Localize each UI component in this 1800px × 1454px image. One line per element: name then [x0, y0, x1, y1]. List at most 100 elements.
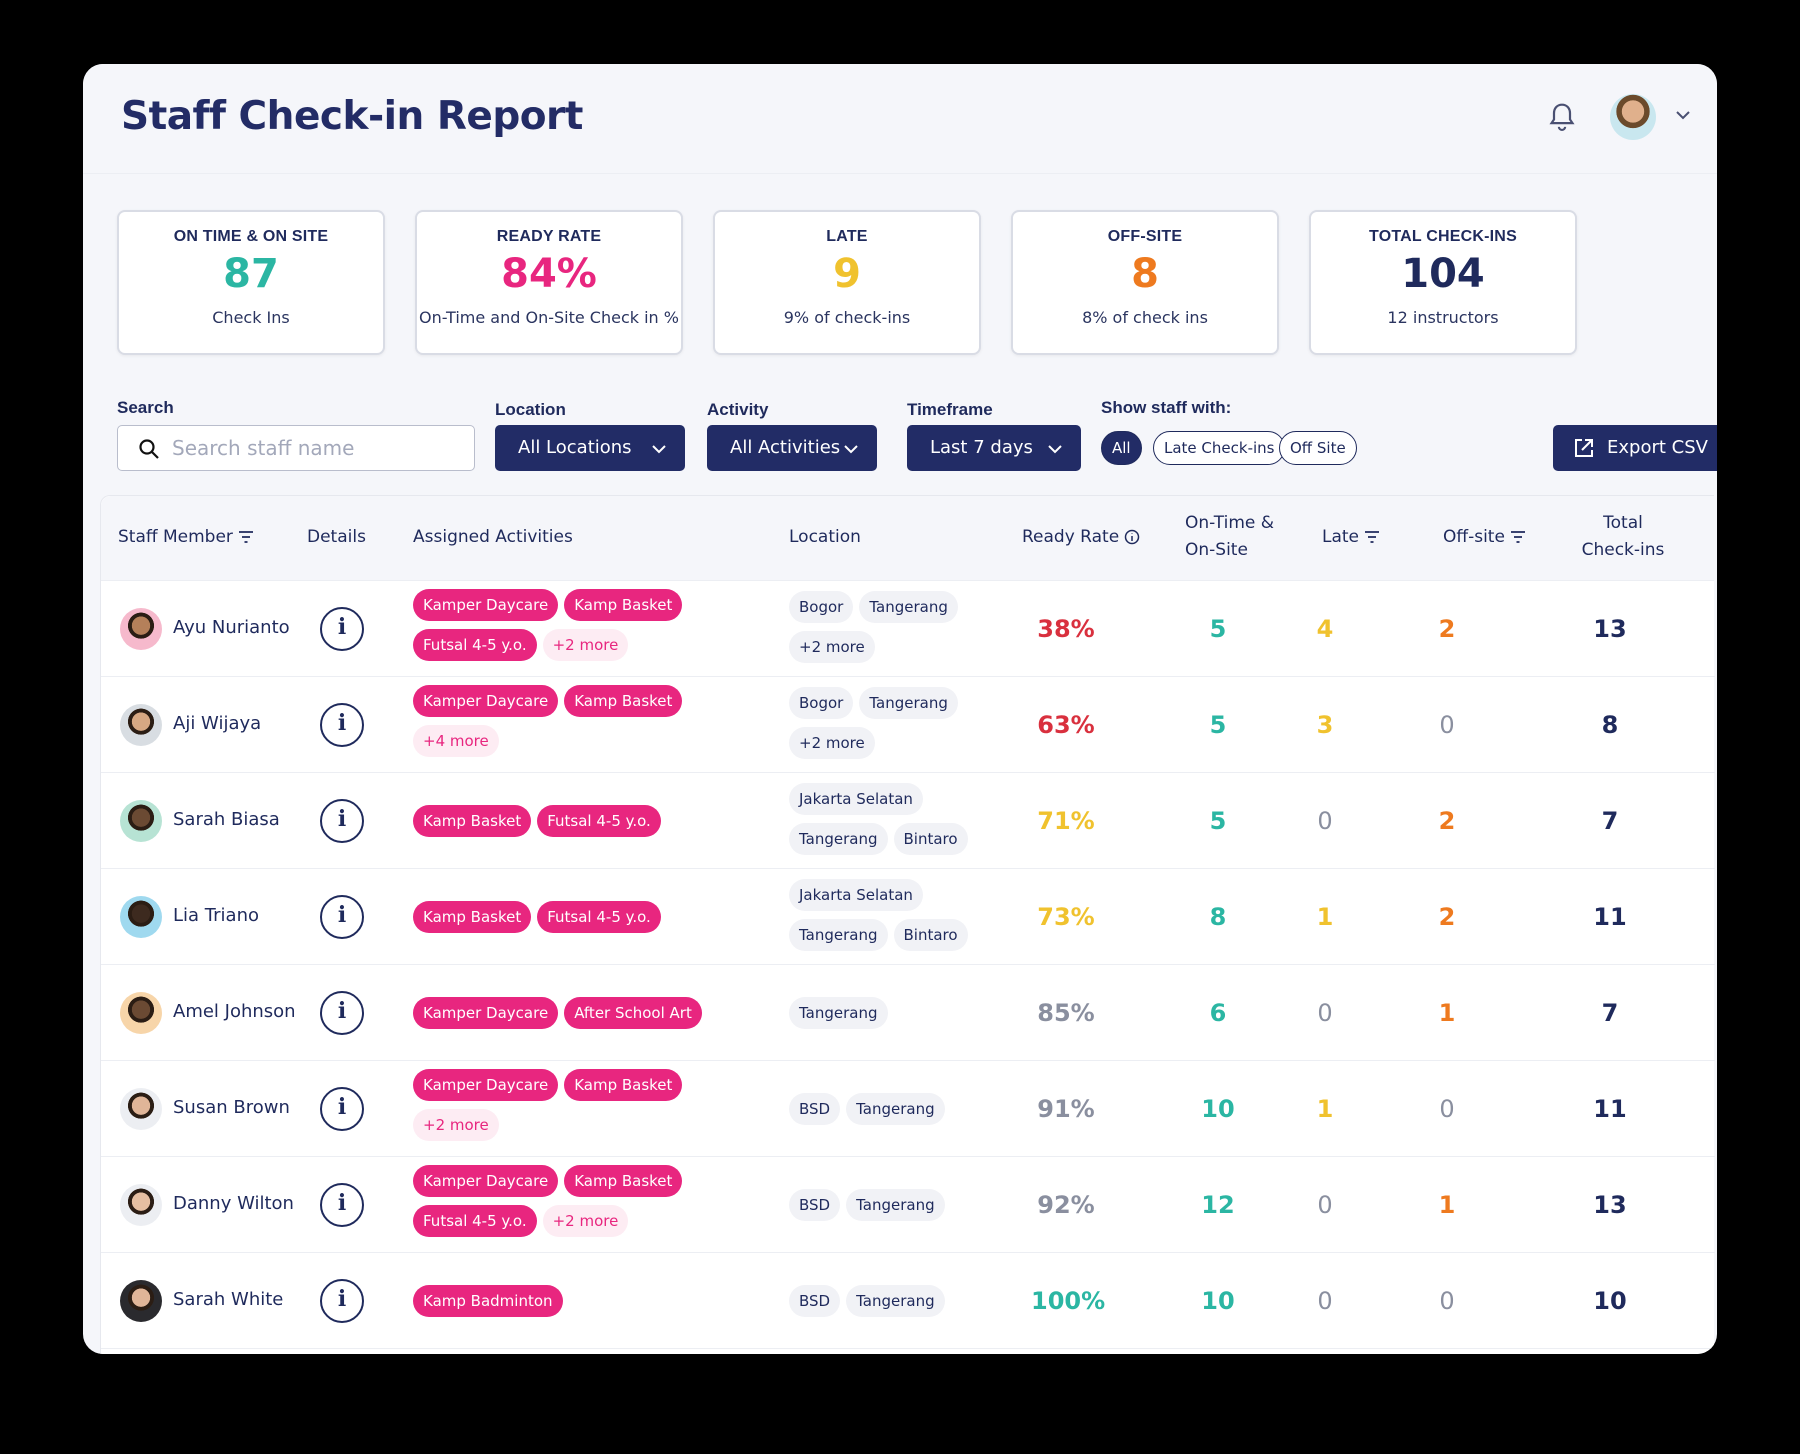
staff-name: Sarah Biasa	[173, 809, 280, 830]
activity-chip[interactable]: Kamp Basket	[413, 901, 532, 933]
activity-chip[interactable]: Kamper Daycare	[413, 1069, 559, 1101]
location-dropdown[interactable]: All Locations	[495, 425, 685, 471]
location-chips: BSD Tangerang	[789, 1285, 1019, 1317]
ready-rate-value: 38%	[1037, 615, 1095, 643]
total-value: 7	[1601, 999, 1619, 1027]
summary-card: READY RATE 84% On-Time and On-Site Check i…	[415, 210, 683, 355]
filter-icon	[238, 531, 253, 543]
activity-chip[interactable]: Futsal 4-5 y.o.	[537, 901, 661, 933]
location-chips: Jakarta Selatan Tangerang Bintaro	[789, 879, 1019, 951]
activity-chips: Kamp Basket Futsal 4-5 y.o.	[413, 901, 753, 933]
table-row[interactable]: Amel Johnson i Kamper Daycare After School …	[101, 965, 1715, 1061]
avatar	[120, 704, 162, 746]
activity-chip[interactable]: Kamp Basket	[564, 1069, 683, 1101]
export-csv-button[interactable]: Export CSV	[1553, 425, 1717, 471]
col-ontime: On-Time & On-Site	[1185, 510, 1274, 564]
user-avatar[interactable]	[1610, 94, 1656, 140]
activity-chip[interactable]: After School Art	[564, 997, 702, 1029]
activity-more-chip[interactable]: +2 more	[413, 1109, 499, 1141]
info-icon: i	[337, 1190, 347, 1216]
info-icon[interactable]	[1124, 529, 1140, 545]
activity-dropdown[interactable]: All Activities	[707, 425, 877, 471]
table-row[interactable]: Ayu Nurianto i Kamper Daycare Kamp Basket Fu…	[101, 581, 1715, 677]
card-value: 9	[833, 251, 861, 297]
table-row[interactable]: Susan Brown i Kamper Daycare Kamp Basket +2 …	[101, 1061, 1715, 1157]
col-ready-rate[interactable]: Ready Rate	[1022, 524, 1140, 551]
filter-pill-offsite[interactable]: Off Site	[1279, 431, 1357, 465]
ready-rate-value: 85%	[1037, 999, 1095, 1027]
activity-chips: Kamper Daycare Kamp Basket Futsal 4-5 y.o.…	[413, 1165, 753, 1237]
offsite-value: 0	[1439, 1287, 1455, 1315]
card-label: TOTAL CHECK-INS	[1369, 228, 1517, 245]
activity-chip[interactable]: Kamp Basket	[564, 685, 683, 717]
activity-more-chip[interactable]: +2 more	[542, 629, 629, 661]
activity-chips: Kamper Daycare Kamp Basket +2 more	[413, 1069, 753, 1141]
location-chip: BSD	[789, 1189, 841, 1221]
col-late[interactable]: Late	[1322, 524, 1380, 551]
card-subtitle: 12 instructors	[1387, 308, 1499, 327]
chevron-down-icon	[652, 445, 666, 454]
col-staff-member[interactable]: Staff Member	[118, 524, 254, 551]
activity-chip[interactable]: Futsal 4-5 y.o.	[537, 805, 661, 837]
details-button[interactable]: i	[320, 1087, 364, 1131]
details-button[interactable]: i	[320, 799, 364, 843]
details-button[interactable]: i	[320, 991, 364, 1035]
activity-chip[interactable]: Futsal 4-5 y.o.	[413, 1205, 537, 1237]
activity-chip[interactable]: Kamper Daycare	[413, 1165, 559, 1197]
table-row[interactable]: Danny Wilton i Kamper Daycare Kamp Basket Fu…	[101, 1157, 1715, 1253]
activity-more-chip[interactable]: +4 more	[413, 725, 499, 757]
col-ontime-line2: On-Site	[1185, 540, 1248, 560]
search-box[interactable]	[117, 425, 475, 471]
details-button[interactable]: i	[320, 703, 364, 747]
activity-chip[interactable]: Kamp Basket	[564, 589, 683, 621]
table-row[interactable]: Sarah Biasa i Kamp Basket Futsal 4-5 y.o. Ja…	[101, 773, 1715, 869]
timeframe-dropdown[interactable]: Last 7 days	[907, 425, 1081, 471]
activity-chip[interactable]: Kamper Daycare	[413, 589, 559, 621]
table-row[interactable]: Aji Wijaya i Kamper Daycare Kamp Basket +4 m…	[101, 677, 1715, 773]
details-button[interactable]: i	[320, 895, 364, 939]
col-total: Total Check-ins	[1577, 510, 1669, 564]
col-ontime-line1: On-Time &	[1185, 513, 1274, 533]
late-value: 1	[1316, 1095, 1334, 1123]
activity-chip[interactable]: Futsal 4-5 y.o.	[413, 629, 537, 661]
total-value: 10	[1593, 1287, 1627, 1315]
avatar	[120, 896, 162, 938]
staff-name: Ayu Nurianto	[173, 617, 290, 638]
activity-chip[interactable]: Kamp Basket	[413, 805, 532, 837]
avatar	[120, 1088, 162, 1130]
location-more-chip[interactable]: +2 more	[789, 631, 875, 663]
location-chips: BSD Tangerang	[789, 1093, 1019, 1125]
late-value: 1	[1316, 903, 1334, 931]
activity-chips: Kamper Daycare Kamp Basket +4 more	[413, 685, 753, 757]
chevron-down-icon	[1048, 445, 1062, 454]
details-button[interactable]: i	[320, 607, 364, 651]
activity-chip[interactable]: Kamper Daycare	[413, 997, 559, 1029]
ontime-value: 10	[1201, 1287, 1235, 1315]
location-more-chip[interactable]: +2 more	[789, 727, 875, 759]
details-button[interactable]: i	[320, 1279, 364, 1323]
table-row[interactable]: Sarah White i Kamp Badminton BSD Tangerang 10…	[101, 1253, 1715, 1349]
staff-name: Susan Brown	[173, 1097, 290, 1118]
late-value: 0	[1317, 1191, 1333, 1219]
table-row[interactable]: Lia Triano i Kamp Basket Futsal 4-5 y.o. Jak…	[101, 869, 1715, 965]
bell-icon[interactable]	[1547, 101, 1577, 133]
col-total-line1: Total	[1603, 513, 1643, 533]
details-button[interactable]: i	[320, 1183, 364, 1227]
activity-more-chip[interactable]: +2 more	[542, 1205, 629, 1237]
page-header: Staff Check-in Report	[83, 64, 1717, 174]
search-input[interactable]	[172, 436, 462, 460]
chevron-down-icon[interactable]	[1674, 106, 1692, 124]
location-chip: BSD	[789, 1285, 841, 1317]
staff-table: Staff Member Details Assigned Activities…	[100, 495, 1715, 1354]
activity-chip[interactable]: Kamp Basket	[564, 1165, 683, 1197]
location-chip: Bintaro	[893, 823, 968, 855]
card-value: 8	[1131, 251, 1159, 297]
col-offsite[interactable]: Off-site	[1443, 524, 1526, 551]
activity-chip[interactable]: Kamper Daycare	[413, 685, 559, 717]
filter-pill-late[interactable]: Late Check-ins	[1153, 431, 1286, 465]
activity-chip[interactable]: Kamp Badminton	[413, 1285, 563, 1317]
filter-pill-all[interactable]: All	[1101, 431, 1142, 465]
ontime-value: 10	[1201, 1095, 1235, 1123]
card-label: OFF-SITE	[1107, 228, 1183, 245]
app-window: Staff Check-in Report ON TIME & ON SITE 8…	[83, 64, 1717, 1354]
